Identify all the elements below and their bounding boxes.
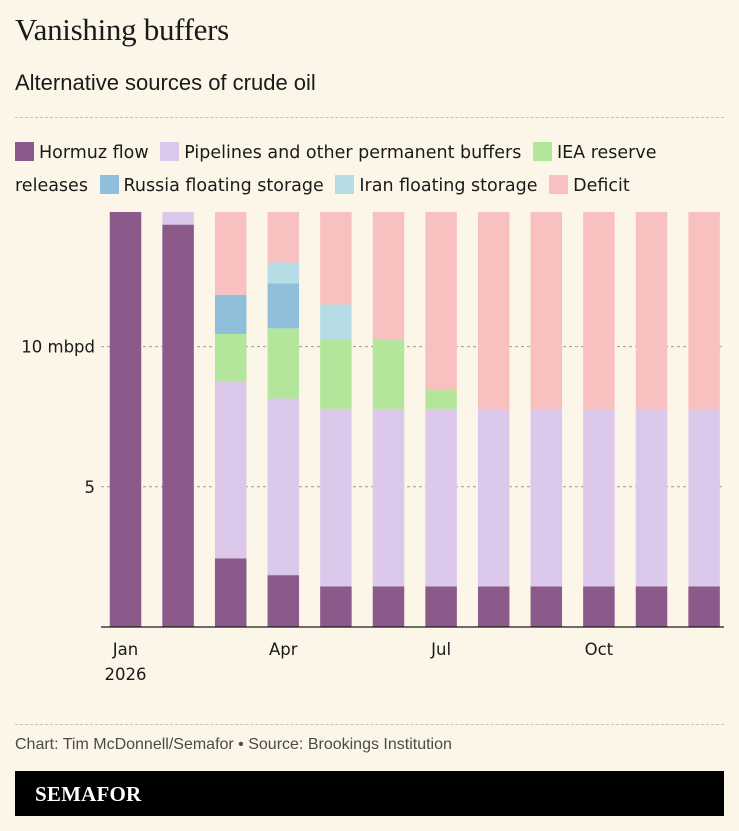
x-tick-label: Jul xyxy=(430,640,451,659)
x-tick-label: Oct xyxy=(585,640,614,659)
semafor-logo: SEMAFOR xyxy=(35,782,142,806)
bar-segment-pipelines xyxy=(214,381,247,559)
legend-item-deficit: Deficit xyxy=(549,175,630,196)
bar-segment-deficit xyxy=(530,212,563,410)
x-tick-label: Jan xyxy=(112,640,138,659)
legend-item-hormuz: Hormuz flow xyxy=(15,142,149,163)
legend-label-pipelines: Pipelines and other permanent buffers xyxy=(184,143,522,163)
bar-segment-deficit xyxy=(425,212,457,391)
legend-swatch-hormuz xyxy=(15,142,34,161)
bar-segment-hormuz xyxy=(109,212,142,627)
bar-segment-hormuz xyxy=(477,586,510,627)
legend-item-pipelines: Pipelines and other permanent buffers xyxy=(160,142,522,163)
bar-segment-hormuz xyxy=(425,586,457,627)
bar-segment-deficit xyxy=(688,212,720,410)
x-tick-label: 2026 xyxy=(105,665,147,684)
bar-segment-deficit xyxy=(583,212,615,410)
bar-segment-russia xyxy=(214,294,247,334)
bar-segment-deficit xyxy=(267,212,300,263)
bar-segment-hormuz xyxy=(635,586,668,627)
bar-segment-pipelines xyxy=(267,398,300,576)
bar-segment-hormuz xyxy=(583,586,615,627)
bar-segment-russia xyxy=(267,283,300,329)
bar-segment-pipelines xyxy=(320,409,352,587)
bar-segment-pipelines xyxy=(477,409,510,587)
bar-segment-pipelines xyxy=(583,409,615,587)
bar-segment-hormuz xyxy=(162,224,194,627)
bar-segment-deficit xyxy=(477,212,510,410)
legend-swatch-pipelines xyxy=(160,142,180,161)
bar-segment-hormuz xyxy=(320,586,352,627)
legend-item-iran: Iran floating storage xyxy=(335,175,538,196)
bar-segment-pipelines xyxy=(688,409,720,587)
legend-item-iea: IEA reserve releases xyxy=(15,142,657,196)
bar-segment-iran xyxy=(320,304,352,340)
legend-swatch-deficit xyxy=(549,175,569,194)
stacked-bar-chart: 5 10 mbpd Jan 2026 Apr Jul Oct xyxy=(21,212,724,684)
bar-segment-pipelines xyxy=(635,409,668,587)
legend-item-russia: Russia floating storage xyxy=(99,175,324,196)
legend-label-iea: IEA reserve releases xyxy=(15,143,657,196)
bar-segment-iea xyxy=(267,328,300,399)
legend-label-iran: Iran floating storage xyxy=(359,176,538,196)
legend-swatch-iran xyxy=(335,175,355,194)
source-credit: Chart: Tim McDonnell/Semafor • Source: B… xyxy=(15,736,452,753)
x-tick-label: Apr xyxy=(269,640,298,659)
bar-segment-pipelines xyxy=(162,212,194,225)
bar-segment-iran xyxy=(267,262,300,284)
bar-segment-hormuz xyxy=(214,558,247,627)
bar-segment-iea xyxy=(425,390,457,410)
chart-subtitle: Alternative sources of crude oil xyxy=(15,70,316,95)
legend-label-russia: Russia floating storage xyxy=(123,176,324,196)
footer-divider xyxy=(15,724,724,725)
legend-swatch-iea xyxy=(532,142,552,161)
bar-segment-pipelines xyxy=(530,409,563,587)
legend-swatch-russia xyxy=(99,175,119,194)
brand-bar: SEMAFOR xyxy=(15,771,724,816)
bar-segment-hormuz xyxy=(267,575,300,628)
bar-segment-pipelines xyxy=(372,409,405,587)
y-tick-label: 5 xyxy=(85,478,96,497)
bar-segment-deficit xyxy=(320,212,352,305)
bar-segment-hormuz xyxy=(372,586,405,627)
bar-segment-pipelines xyxy=(425,409,457,587)
y-tick-label: 10 mbpd xyxy=(21,338,95,357)
bar-segment-deficit xyxy=(635,212,668,410)
bar-segment-deficit xyxy=(214,212,247,295)
chart-legend: Hormuz flow Pipelines and other permanen… xyxy=(15,137,724,203)
bar-segment-deficit xyxy=(372,212,405,340)
bar-segment-iea xyxy=(320,339,352,410)
bar-segment-hormuz xyxy=(530,586,563,627)
header-divider xyxy=(15,117,724,118)
bar-segment-iea xyxy=(372,339,405,410)
legend-label-deficit: Deficit xyxy=(573,176,630,196)
bar-segment-iea xyxy=(214,333,247,382)
chart-title: Vanishing buffers xyxy=(15,12,229,47)
legend-label-hormuz: Hormuz flow xyxy=(39,143,149,163)
bar-segment-hormuz xyxy=(688,586,720,627)
